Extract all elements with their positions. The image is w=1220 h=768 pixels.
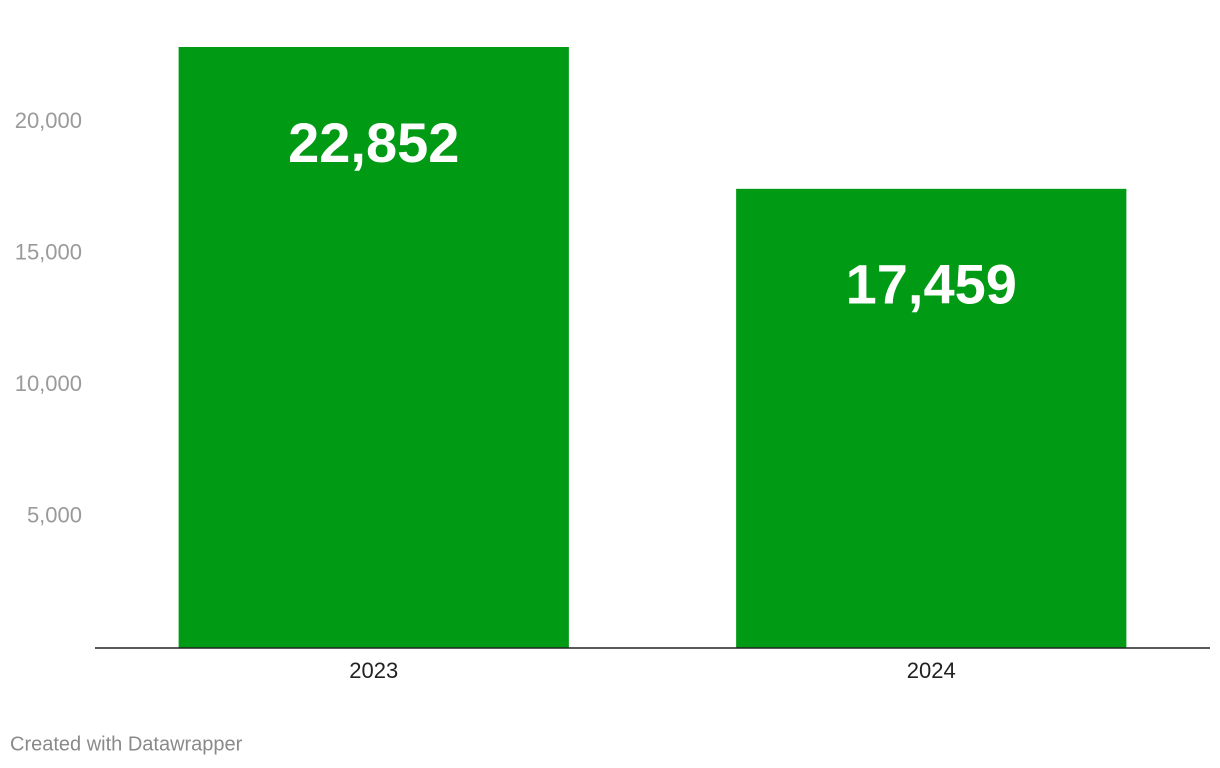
bar xyxy=(736,188,1127,648)
y-tick-label: 20,000 xyxy=(15,108,82,133)
value-label: 22,852 xyxy=(288,111,459,174)
y-tick-label: 15,000 xyxy=(15,239,82,264)
x-tick-label: 2024 xyxy=(907,658,956,683)
x-tick-label: 2023 xyxy=(349,658,398,683)
footer: Created with Datawrapper xyxy=(10,733,243,755)
value-label: 17,459 xyxy=(846,253,1017,316)
y-tick-label: 10,000 xyxy=(15,371,82,396)
y-tick-label: 5,000 xyxy=(27,502,82,527)
bar xyxy=(178,47,569,648)
